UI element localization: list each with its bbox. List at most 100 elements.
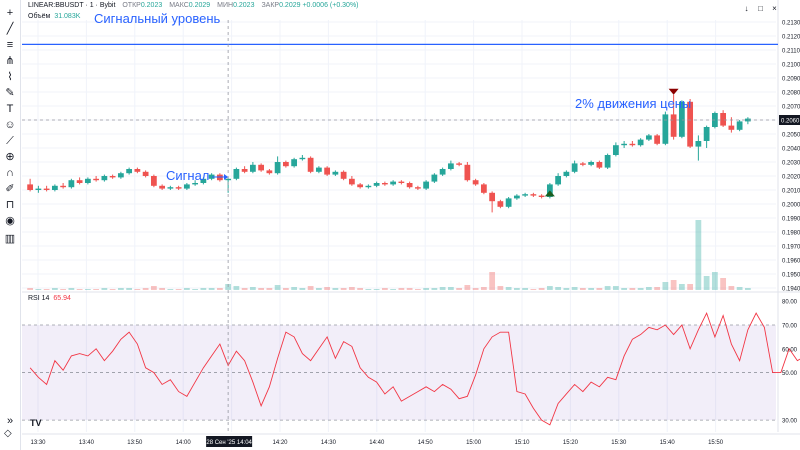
candle-body <box>274 162 281 174</box>
volume-bar <box>621 288 628 290</box>
candle-body <box>373 183 380 186</box>
eye-icon[interactable]: ◉ <box>5 215 15 227</box>
pencil-icon[interactable]: ✎ <box>5 87 15 99</box>
close-icon[interactable]: × <box>772 4 777 13</box>
candle-body <box>670 114 677 137</box>
volume-bar <box>150 286 157 290</box>
sell-marker <box>668 88 679 95</box>
volume-bar <box>381 288 388 290</box>
volume-bar <box>216 288 223 290</box>
candle-body <box>381 183 388 185</box>
lock-drawing-icon[interactable]: ✐ <box>5 183 15 195</box>
crosshair-time-tag <box>206 436 253 447</box>
volume-legend[interactable]: Объём 31.083K <box>28 13 81 20</box>
price-tick-label: 0.1980 <box>782 231 800 237</box>
candle-body <box>183 184 190 189</box>
candle-body <box>678 101 685 137</box>
chart-grid <box>22 0 800 435</box>
time-tick-label: 14:40 <box>369 440 385 446</box>
volume-bar <box>365 289 372 290</box>
candle-body <box>299 157 306 160</box>
volume-bar <box>439 287 446 290</box>
candle-body <box>447 163 454 169</box>
candle-body <box>84 178 91 183</box>
candle-body <box>43 188 50 190</box>
trash-icon[interactable]: ▥ <box>4 233 16 245</box>
candle-body <box>142 171 149 176</box>
candle-body <box>464 164 471 181</box>
time-tick-label: 15:00 <box>466 440 482 446</box>
candle-body <box>398 181 405 183</box>
rsi-legend[interactable]: RSI 14 65.94 <box>28 295 71 302</box>
time-tick-label: 13:40 <box>79 440 95 446</box>
pitchfork-icon[interactable]: ⋔ <box>5 55 15 67</box>
volume-bar <box>390 289 397 290</box>
trend-line-icon[interactable]: ╱ <box>6 23 14 35</box>
candle-body <box>68 180 75 188</box>
magnet-icon[interactable]: ∩ <box>6 167 14 179</box>
lock-icon[interactable]: ⊓ <box>5 199 15 211</box>
maximize-icon[interactable]: □ <box>758 4 763 13</box>
zoom-in-icon[interactable]: ⊕ <box>5 151 15 163</box>
time-tick-label: 15:40 <box>660 440 676 446</box>
volume-bars <box>27 220 751 290</box>
volume-bar <box>68 288 75 290</box>
toolbar-collapse-icon[interactable]: » <box>6 415 14 427</box>
volume-bar <box>183 288 190 290</box>
candle-body <box>621 143 628 146</box>
volume-bar <box>35 289 42 290</box>
volume-bar <box>340 288 347 290</box>
candle-body <box>192 183 199 185</box>
candle-body <box>258 164 265 171</box>
candle-body <box>637 139 644 146</box>
crosshair-icon[interactable]: + <box>6 7 14 19</box>
symbol-legend[interactable]: LINEAR:BBUSDT · 1 · Bybit ОТКР0.2023 МАК… <box>28 2 359 9</box>
close-value: 0.2029 <box>279 2 301 9</box>
volume-bar <box>241 288 248 290</box>
ruler-icon[interactable]: ⟋ <box>6 135 14 147</box>
candle-body <box>736 121 743 130</box>
chart-overlays: 28 Сен '25 14:04 <box>22 20 778 447</box>
high-value: 0.2029 <box>188 2 211 9</box>
price-tick-label: 0.2010 <box>782 189 800 195</box>
price-tick-label: 0.2100 <box>782 63 800 69</box>
current-price-tag <box>779 115 800 125</box>
candle-body <box>505 198 512 207</box>
candle-body <box>431 174 438 182</box>
volume-bar <box>497 286 504 290</box>
candle-body <box>654 135 661 144</box>
candle-body <box>134 169 141 172</box>
volume-bar <box>662 282 669 290</box>
arrow-down-icon[interactable]: ↓ <box>744 4 749 13</box>
volume-bar <box>703 276 710 290</box>
candle-body <box>612 145 619 155</box>
volume-bar <box>654 287 661 290</box>
candle-body <box>571 163 578 172</box>
candle-body <box>406 183 413 188</box>
volume-bar <box>373 289 380 290</box>
volume-bar <box>299 288 306 290</box>
buy-marker <box>544 190 555 197</box>
volume-bar <box>27 288 34 290</box>
volume-bar <box>233 286 240 290</box>
volume-bar <box>192 289 199 290</box>
volume-bar <box>414 289 421 290</box>
candle-body <box>703 127 710 141</box>
candle-body <box>480 184 487 193</box>
volume-bar <box>348 287 355 290</box>
candle-body <box>423 181 430 189</box>
emoji-icon[interactable]: ☺ <box>4 119 16 131</box>
volume-bar <box>117 288 124 290</box>
volume-bar <box>571 287 578 290</box>
visibility-icon[interactable]: ◇ <box>4 428 12 439</box>
volume-bar <box>274 285 281 290</box>
crosshair-time-text: 28 Сен '25 14:04 <box>206 440 252 446</box>
candle-body <box>579 163 586 165</box>
text-icon[interactable]: T <box>6 103 14 115</box>
brush-icon[interactable]: ⌇ <box>7 71 13 83</box>
volume-bar <box>563 288 570 290</box>
candle-body <box>744 118 751 122</box>
volume-bar <box>695 220 702 290</box>
horizontal-lines-icon[interactable]: ≡ <box>6 39 14 51</box>
